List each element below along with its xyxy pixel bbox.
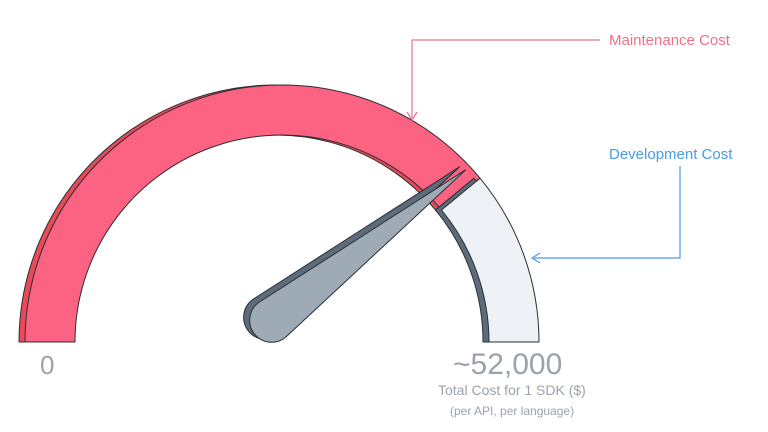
maintenance-cost-arrowhead — [406, 111, 418, 122]
development-cost-arrowhead — [530, 252, 541, 264]
development-cost-arc — [441, 177, 540, 343]
gauge-max-label: ~52,000 — [453, 348, 563, 381]
gauge-subcaption: (per API, per language) — [450, 404, 575, 418]
gauge-min-label: 0 — [40, 350, 55, 380]
gauge-caption: Total Cost for 1 SDK ($) — [438, 382, 586, 398]
maintenance-cost-leader-line — [411, 39, 600, 118]
development-cost-leader-line — [534, 166, 681, 259]
development-cost-label: Development Cost — [609, 146, 733, 163]
maintenance-cost-arc — [24, 84, 481, 343]
gauge-needle — [243, 166, 467, 343]
gauge-needle-body — [249, 169, 467, 343]
maintenance-cost-label: Maintenance Cost — [609, 32, 730, 49]
